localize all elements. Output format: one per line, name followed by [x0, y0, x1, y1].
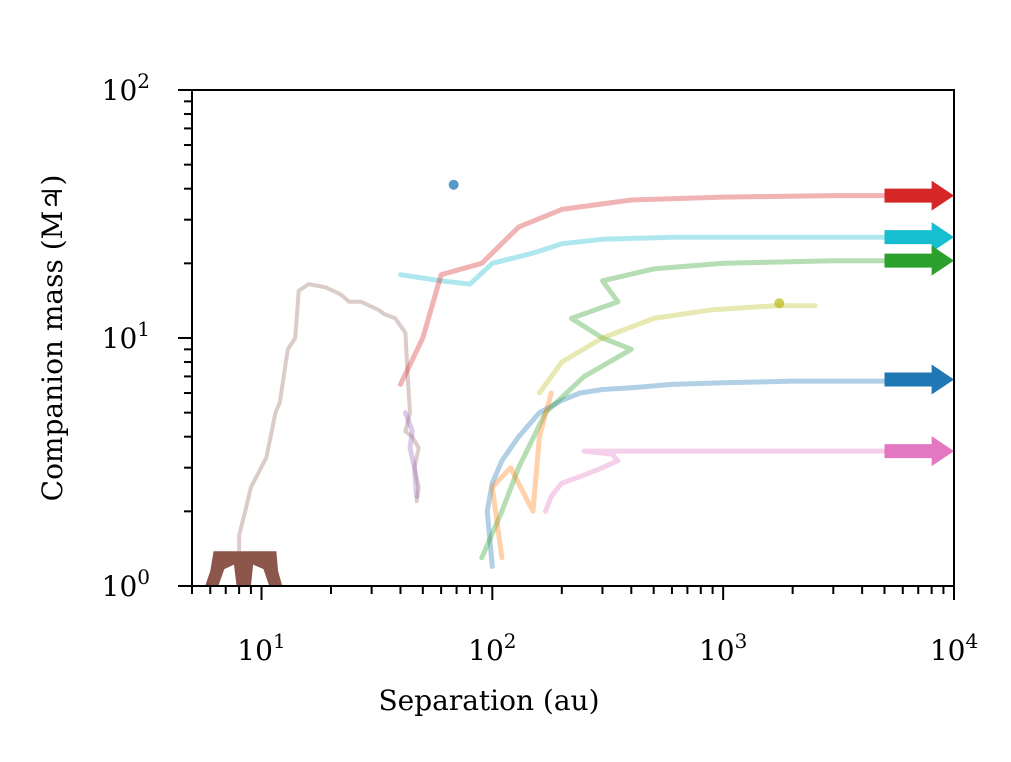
x-tick-label-10000: 104 — [930, 629, 978, 667]
series-line-orange — [489, 390, 554, 561]
series-layer — [205, 193, 946, 586]
arrow-layer — [884, 180, 954, 467]
y-tick-label-10: 101 — [102, 317, 150, 355]
point-marker-1 — [774, 298, 785, 309]
series-line-pink — [543, 448, 946, 514]
y-axis-title: Companion mass (M♃) — [36, 175, 69, 502]
marker-layer — [448, 179, 785, 309]
arrow-3 — [884, 364, 954, 395]
arrow-4 — [884, 436, 954, 467]
x-tick-label-10: 101 — [237, 629, 285, 667]
series-line-cyan — [398, 234, 946, 287]
point-marker-0 — [448, 179, 459, 190]
y-tick-label-100: 102 — [102, 69, 150, 107]
series-line-purple — [402, 410, 420, 499]
series-line-red — [398, 193, 946, 387]
series-line-brown — [237, 282, 421, 586]
series-line-blue — [484, 377, 946, 569]
arrow-1 — [884, 222, 954, 253]
arrow-2 — [884, 245, 954, 276]
x-tick-label-100: 102 — [468, 629, 516, 667]
brown-start-marker — [205, 551, 283, 586]
x-axis-title: Separation (au) — [378, 684, 599, 717]
y-tick-label-1: 100 — [102, 565, 150, 603]
arrow-0 — [884, 180, 954, 211]
x-tick-label-1000: 103 — [699, 629, 747, 667]
tick-layer: 101 102 103 104 100 101 102 — [102, 69, 979, 667]
series-line-green — [479, 258, 946, 561]
